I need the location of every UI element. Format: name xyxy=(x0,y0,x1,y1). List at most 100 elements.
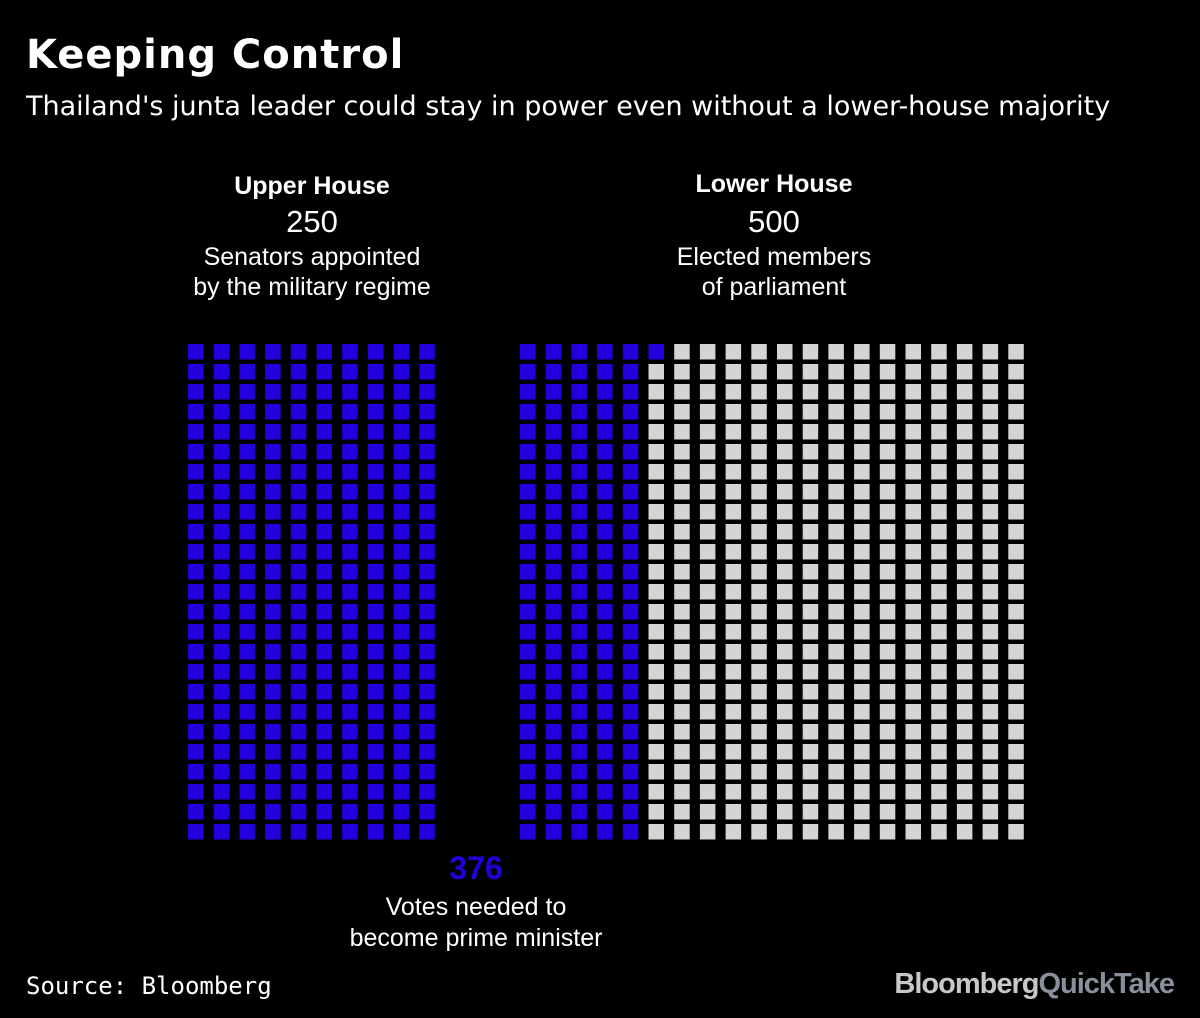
seat-cell-junta xyxy=(213,424,230,440)
seat-cell-other xyxy=(828,744,844,760)
seat-cell-other xyxy=(931,484,947,500)
seat-cell-other xyxy=(725,804,742,820)
seat-cell-other xyxy=(648,504,664,520)
seat-cell-other xyxy=(854,344,870,360)
seat-cell-junta xyxy=(419,484,435,500)
seat-cell-other xyxy=(905,504,921,520)
seat-cell-other xyxy=(854,764,870,780)
seat-cell-other xyxy=(674,464,690,480)
seat-cell-other xyxy=(854,424,870,440)
seat-cell-junta xyxy=(419,504,435,520)
seat-cell-junta xyxy=(419,564,435,580)
seat-cell-other xyxy=(777,684,793,700)
seat-cell-junta xyxy=(597,824,613,840)
seat-cell-junta xyxy=(622,704,639,720)
seat-cell-other xyxy=(905,424,921,440)
seat-cell-junta xyxy=(545,564,562,580)
seat-cell-other xyxy=(648,464,664,480)
seat-cell-other xyxy=(674,404,690,420)
seat-cell-junta xyxy=(393,744,410,760)
seat-cell-junta xyxy=(419,584,435,600)
seat-cell-junta xyxy=(342,364,358,380)
seat-cell-other xyxy=(725,464,742,480)
seat-cell-other xyxy=(802,804,819,820)
seat-cell-other xyxy=(956,824,973,840)
seat-cell-other xyxy=(1008,744,1024,760)
upper-house-count: 250 xyxy=(286,204,338,239)
seat-cell-other xyxy=(879,464,896,480)
seat-cell-other xyxy=(751,704,767,720)
seat-cell-other xyxy=(751,664,767,680)
seat-cell-other xyxy=(828,504,844,520)
seat-cell-junta xyxy=(393,664,410,680)
seat-cell-junta xyxy=(239,804,255,820)
seat-cell-junta xyxy=(545,824,562,840)
seat-cell-junta xyxy=(520,624,536,640)
seat-cell-other xyxy=(982,484,999,500)
seat-cell-junta xyxy=(188,504,204,520)
seat-cell-other xyxy=(725,724,742,740)
seat-cell-junta xyxy=(520,404,536,420)
seat-cell-junta xyxy=(188,764,204,780)
seat-cell-other xyxy=(802,384,819,400)
seat-cell-junta xyxy=(188,524,204,540)
seat-cell-other xyxy=(802,544,819,560)
seat-cell-junta xyxy=(571,484,587,500)
seat-cell-other xyxy=(905,744,921,760)
seat-cell-junta xyxy=(419,344,435,360)
seat-cell-other xyxy=(879,684,896,700)
seat-cell-junta xyxy=(571,464,587,480)
seat-cell-junta xyxy=(520,504,536,520)
seat-cell-junta xyxy=(342,644,358,660)
seat-cell-junta xyxy=(213,344,230,360)
seat-cell-junta xyxy=(545,604,562,620)
seat-cell-junta xyxy=(213,624,230,640)
seat-cell-junta xyxy=(597,384,613,400)
seat-cell-junta xyxy=(393,384,410,400)
seat-cell-junta xyxy=(571,664,587,680)
seat-cell-other xyxy=(828,664,844,680)
seat-cell-junta xyxy=(342,664,358,680)
seat-cell-junta xyxy=(597,724,613,740)
seat-cell-junta xyxy=(290,384,307,400)
seat-cell-junta xyxy=(213,564,230,580)
seat-cell-junta xyxy=(316,684,332,700)
seat-cell-other xyxy=(879,624,896,640)
seat-cell-junta xyxy=(239,644,255,660)
seat-cell-other xyxy=(854,784,870,800)
seat-cell-junta xyxy=(316,644,332,660)
seat-cell-other xyxy=(1008,664,1024,680)
seat-cell-junta xyxy=(367,544,384,560)
seat-cell-junta xyxy=(265,764,281,780)
seat-cell-junta xyxy=(265,704,281,720)
seat-cell-other xyxy=(982,424,999,440)
seat-cell-other xyxy=(1008,344,1024,360)
source-note: Source: Bloomberg xyxy=(26,972,272,1000)
seat-cell-other xyxy=(828,704,844,720)
seat-cell-junta xyxy=(290,764,307,780)
seat-cell-junta xyxy=(239,704,255,720)
seat-cell-junta xyxy=(265,524,281,540)
seat-cell-junta xyxy=(622,404,639,420)
seat-cell-junta xyxy=(571,724,587,740)
seat-cell-junta xyxy=(367,384,384,400)
seat-cell-other xyxy=(777,404,793,420)
seat-cell-junta xyxy=(520,604,536,620)
seat-cell-other xyxy=(905,364,921,380)
seat-cell-junta xyxy=(342,584,358,600)
seat-cell-other xyxy=(725,644,742,660)
seat-cell-other xyxy=(1008,584,1024,600)
upper-house-description: Senators appointed by the military regim… xyxy=(132,242,492,302)
seat-cell-other xyxy=(828,464,844,480)
seat-cell-junta xyxy=(290,604,307,620)
seat-cell-other xyxy=(648,484,664,500)
seat-cell-other xyxy=(777,384,793,400)
seat-cell-junta xyxy=(571,544,587,560)
seat-cell-other xyxy=(751,744,767,760)
seat-cell-other xyxy=(699,544,716,560)
seat-cell-junta xyxy=(213,524,230,540)
seat-cell-junta xyxy=(316,564,332,580)
seat-cell-junta xyxy=(545,484,562,500)
seat-cell-other xyxy=(1008,384,1024,400)
seat-cell-other xyxy=(931,444,947,460)
